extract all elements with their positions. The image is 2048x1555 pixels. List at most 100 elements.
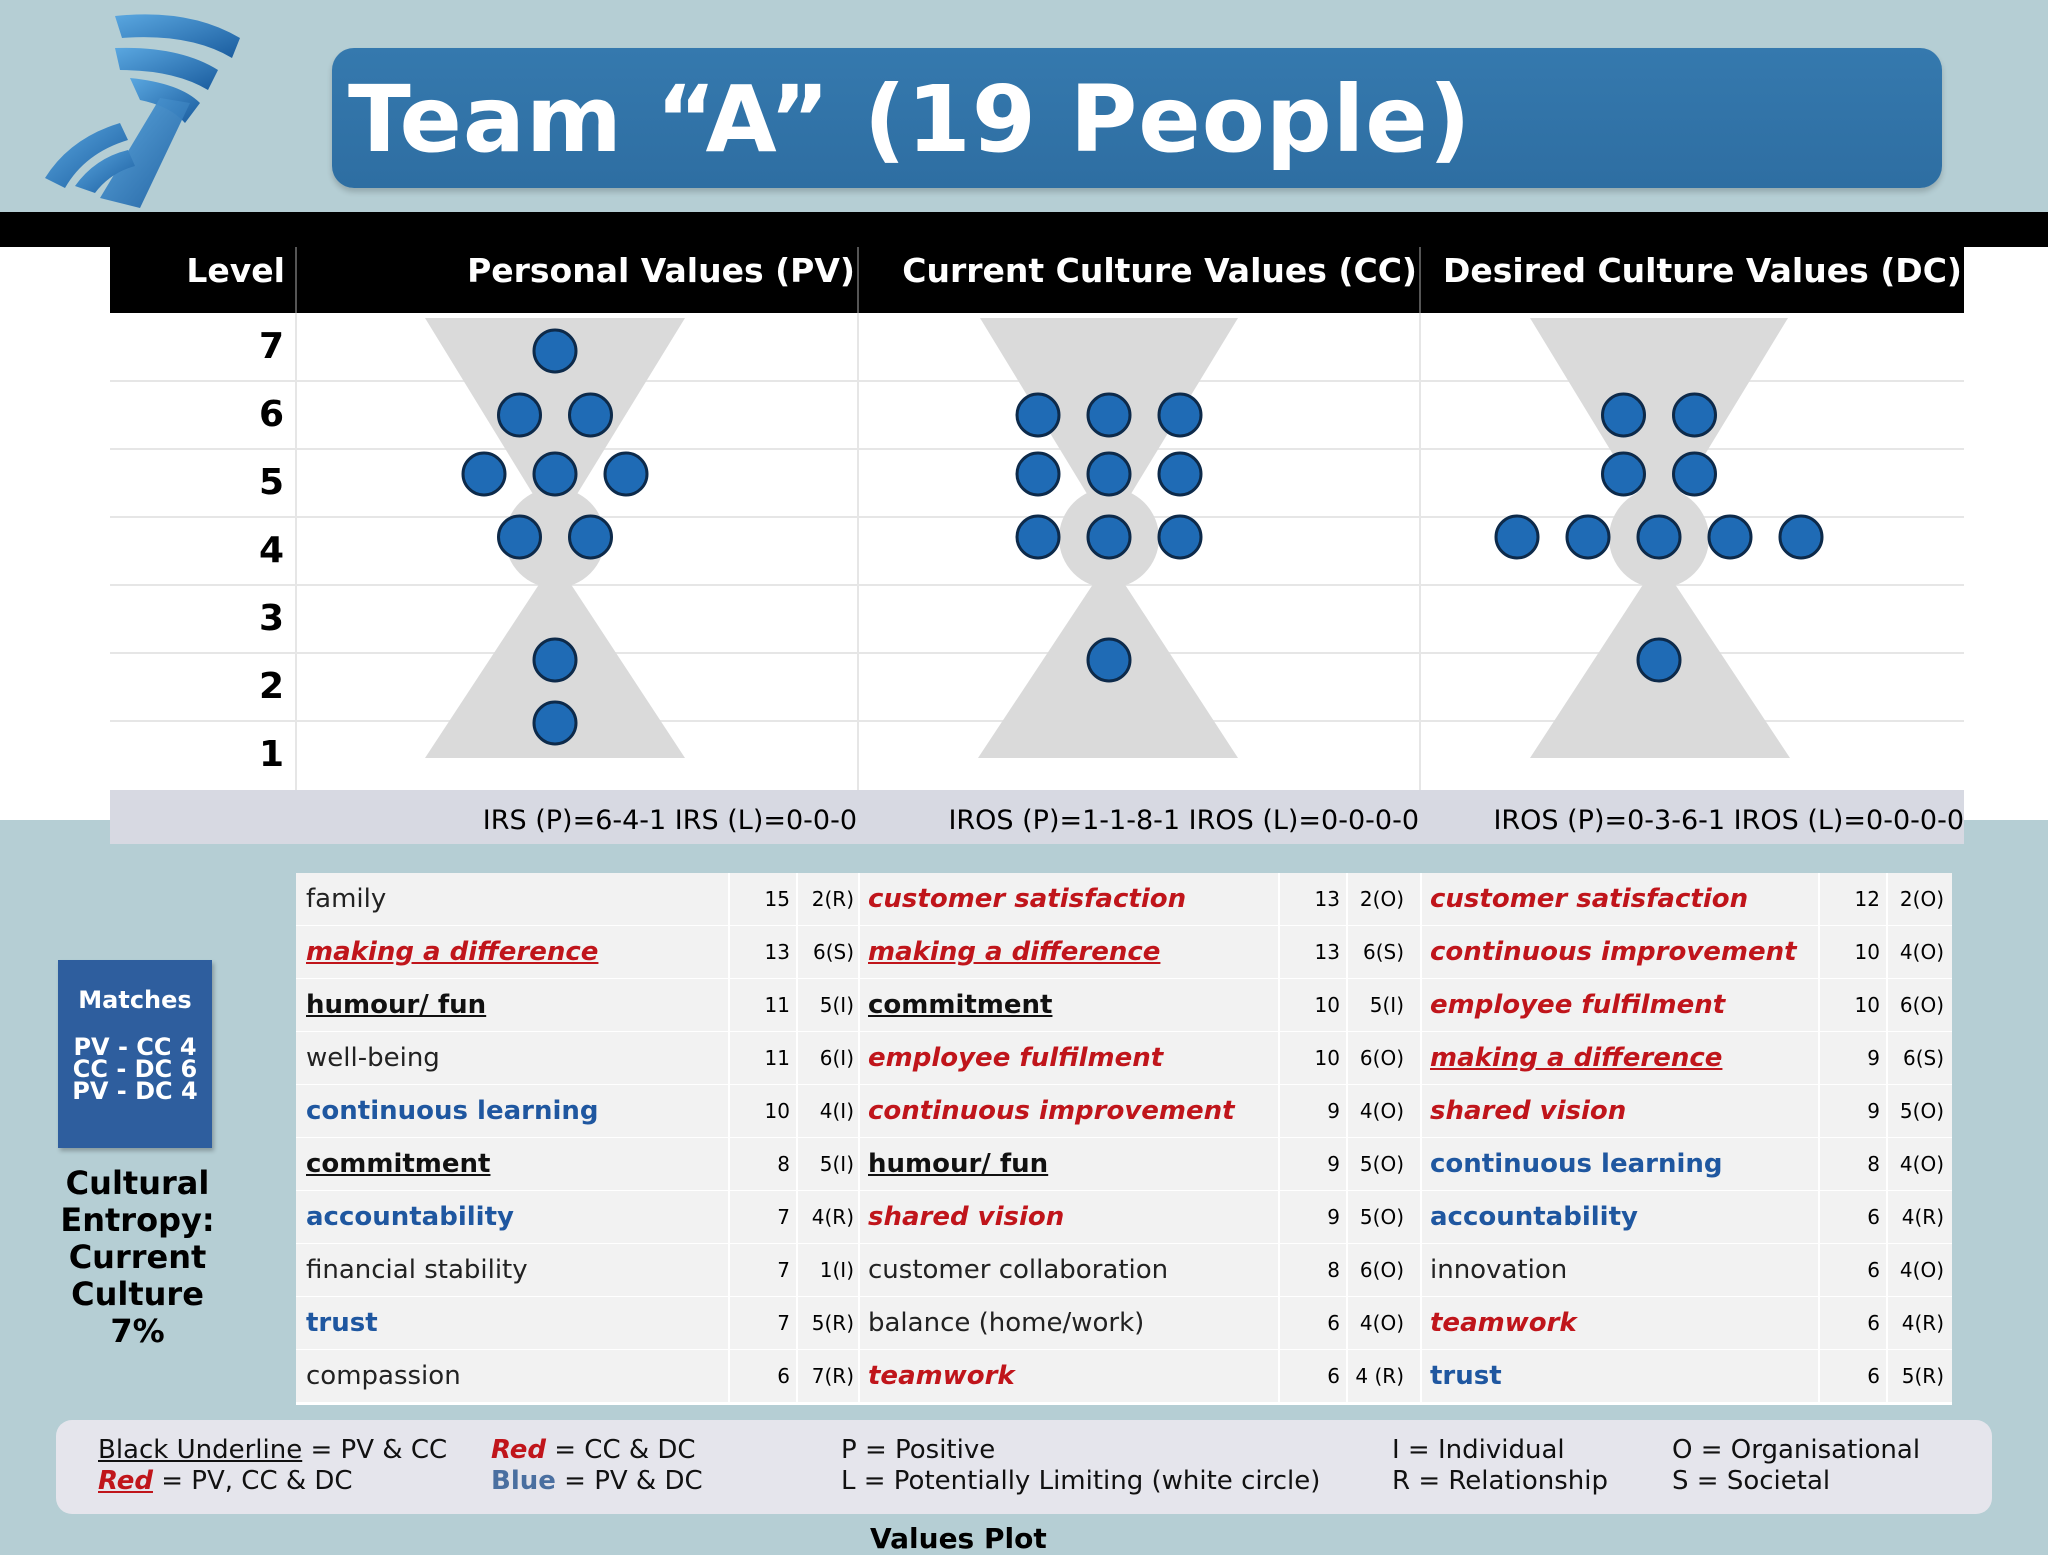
- column-divider: [1346, 1085, 1348, 1138]
- column-divider: [728, 1350, 730, 1403]
- column-divider: [796, 1138, 798, 1191]
- value-name-pv: compassion: [306, 1361, 461, 1391]
- value-level-code-cc: 6(S): [1362, 940, 1404, 964]
- value-level-code-cc: 5(O): [1359, 1205, 1404, 1229]
- value-name-dc: continuous learning: [1430, 1149, 1723, 1179]
- value-dot-pv-level-4: [497, 514, 542, 560]
- table-row: financial stability 7 1(I) customer collabo…: [296, 1244, 1952, 1297]
- value-dot-dc-level-4: [1778, 514, 1824, 560]
- value-level-code-pv: 4(R): [811, 1205, 854, 1229]
- values-table: family 15 2(R) customer satisfaction 13 2(O) c…: [296, 873, 1952, 1405]
- value-votes-dc: 6: [1867, 1311, 1880, 1335]
- column-divider: [1346, 1244, 1348, 1297]
- value-level-code-dc: 4(R): [1901, 1311, 1944, 1335]
- value-votes-cc: 9: [1327, 1099, 1340, 1123]
- column-divider: [858, 979, 860, 1032]
- value-level-code-dc: 6(S): [1902, 1046, 1944, 1070]
- table-row: family 15 2(R) customer satisfaction 13 2(O) c…: [296, 873, 1952, 926]
- table-row: humour/ fun 11 5(I) commitment 10 5(I) employe…: [296, 979, 1952, 1032]
- value-name-pv: trust: [306, 1308, 378, 1338]
- value-votes-pv: 8: [777, 1152, 790, 1176]
- value-level-code-pv: 1(I): [819, 1258, 854, 1282]
- column-divider: [1886, 1350, 1888, 1403]
- value-votes-dc: 10: [1854, 940, 1880, 964]
- column-divider: [1818, 1191, 1820, 1244]
- value-name-pv: well-being: [306, 1043, 440, 1073]
- value-level-code-dc: 5(O): [1899, 1099, 1944, 1123]
- value-votes-cc: 10: [1314, 993, 1340, 1017]
- column-divider: [1278, 873, 1280, 926]
- value-dot-pv-level-2: [532, 637, 578, 683]
- level-label-5: 5: [259, 462, 284, 503]
- value-name-pv: humour/ fun: [306, 990, 487, 1020]
- column-divider: [858, 1032, 860, 1085]
- column-divider: [1886, 1191, 1888, 1244]
- value-dot-cc-level-5: [1157, 451, 1203, 497]
- value-dot-cc-level-6: [1086, 392, 1132, 438]
- column-divider: [1818, 1297, 1820, 1350]
- value-votes-pv: 15: [764, 887, 790, 911]
- value-votes-dc: 6: [1867, 1364, 1880, 1388]
- column-divider: [1818, 873, 1820, 926]
- legend-black-underline: Black Underline = PV & CC: [98, 1435, 448, 1465]
- value-dot-cc-level-6: [1015, 392, 1061, 438]
- value-level-code-pv: 6(S): [812, 940, 854, 964]
- column-divider: [796, 1085, 798, 1138]
- table-row: compassion 6 7(R) teamwork 6 4 (R) trust 6 5(R): [296, 1350, 1952, 1403]
- value-name-cc: customer satisfaction: [868, 884, 1187, 914]
- legend: Black Underline = PV & CC Red = PV, CC &…: [56, 1420, 1992, 1514]
- legend-individual: I = Individual: [1392, 1435, 1565, 1465]
- value-name-pv: family: [306, 884, 387, 914]
- value-dot-dc-level-4: [1636, 514, 1682, 560]
- column-divider: [796, 873, 798, 926]
- value-votes-pv: 11: [764, 1046, 790, 1070]
- value-votes-pv: 7: [777, 1311, 790, 1335]
- value-name-pv: financial stability: [306, 1255, 528, 1285]
- column-divider: [1346, 1191, 1348, 1244]
- value-name-cc: humour/ fun: [868, 1149, 1049, 1179]
- entropy-line: Cultural: [65, 1164, 210, 1202]
- value-votes-dc: 6: [1867, 1205, 1880, 1229]
- column-divider: [796, 1191, 798, 1244]
- value-votes-dc: 9: [1867, 1046, 1880, 1070]
- column-divider: [796, 1350, 798, 1403]
- value-level-code-cc: 5(O): [1359, 1152, 1404, 1176]
- column-divider: [1420, 1032, 1422, 1085]
- column-divider: [1278, 1138, 1280, 1191]
- value-level-code-dc: 4(O): [1899, 1258, 1944, 1282]
- column-divider: [1886, 1032, 1888, 1085]
- irs-pv: IRS (P)=6-4-1 IRS (L)=0-0-0: [483, 805, 857, 836]
- value-dot-cc-level-5: [1086, 451, 1132, 497]
- value-name-dc: teamwork: [1430, 1308, 1577, 1338]
- value-name-cc: teamwork: [868, 1361, 1015, 1391]
- table-row: trust 7 5(R) balance (home/work) 6 4(O) teamwo…: [296, 1297, 1952, 1350]
- column-divider: [858, 1297, 860, 1350]
- value-dot-dc-level-5: [1672, 451, 1717, 497]
- cultural-entropy: Cultural Entropy: Current Culture 7%: [40, 1165, 235, 1350]
- value-votes-cc: 8: [1327, 1258, 1340, 1282]
- value-dot-dc-level-6: [1601, 392, 1646, 438]
- header-personal-values: Personal Values (PV): [467, 251, 855, 290]
- title-banner: Team “A” (19 People): [332, 48, 1942, 188]
- value-level-code-pv: 4(I): [819, 1099, 854, 1123]
- value-level-code-cc: 5(I): [1369, 993, 1404, 1017]
- column-divider: [1420, 979, 1422, 1032]
- entropy-line: Current: [68, 1238, 207, 1276]
- column-divider: [1346, 1297, 1348, 1350]
- column-divider: [1420, 1297, 1422, 1350]
- value-level-code-cc: 4(O): [1359, 1311, 1404, 1335]
- column-divider: [1346, 979, 1348, 1032]
- column-divider: [858, 1350, 860, 1403]
- value-name-dc: accountability: [1430, 1202, 1638, 1232]
- column-divider: [1278, 926, 1280, 979]
- column-divider: [1420, 1138, 1422, 1191]
- column-divider: [1818, 1244, 1820, 1297]
- level-label-6: 6: [259, 394, 284, 435]
- match-cc-dc: CC - DC 6: [72, 1055, 198, 1083]
- column-divider: [1278, 979, 1280, 1032]
- value-votes-pv: 7: [777, 1205, 790, 1229]
- value-level-code-dc: 5(R): [1901, 1364, 1944, 1388]
- plot-header-row: [110, 247, 1964, 313]
- value-votes-cc: 13: [1314, 887, 1340, 911]
- column-divider: [1278, 1191, 1280, 1244]
